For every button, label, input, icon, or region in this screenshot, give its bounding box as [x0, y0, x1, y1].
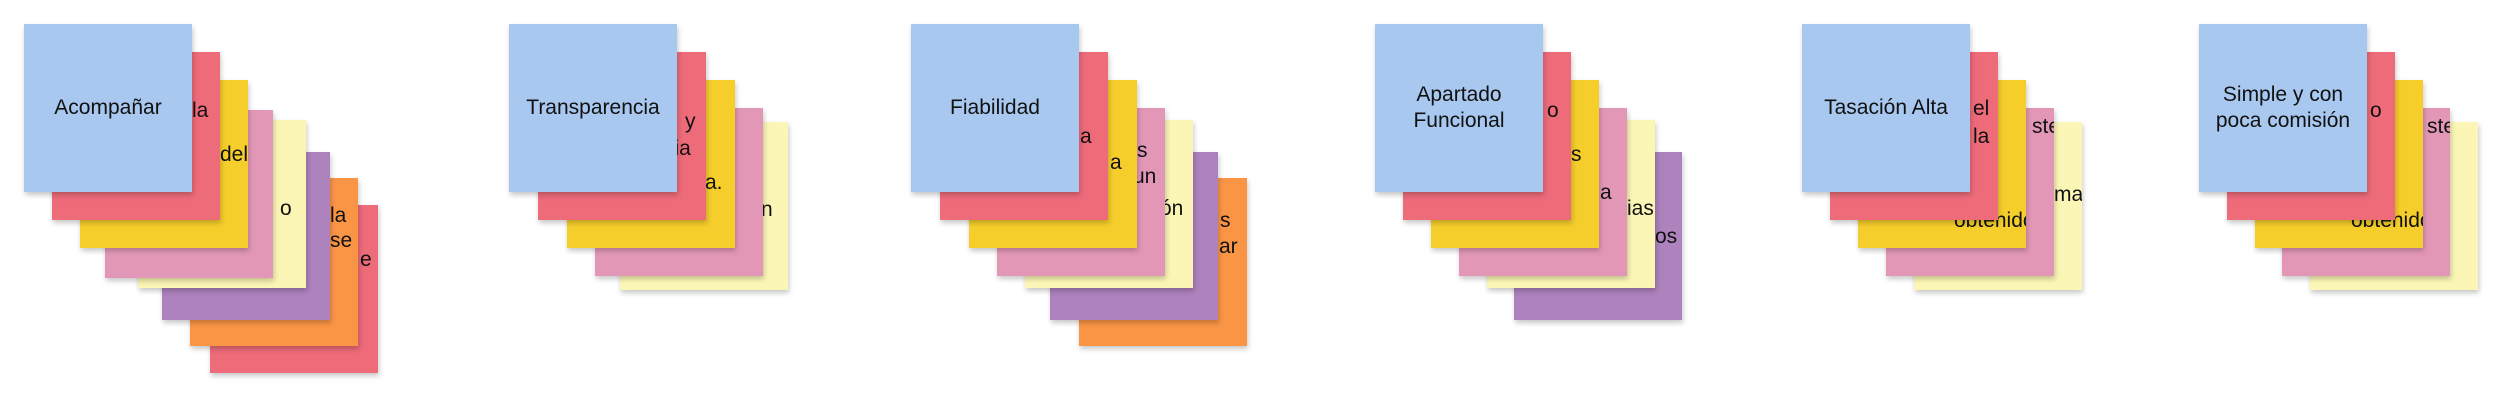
note-text-fragment: o [2370, 99, 2382, 122]
sticky-note-title[interactable]: Apartado Funcional [1375, 24, 1543, 192]
sticky-note-title[interactable]: Tasación Alta [1802, 24, 1970, 192]
sticky-note-title[interactable]: Simple y con poca comisión [2199, 24, 2367, 192]
note-cluster-acompanar: e la se o del la Acompañar [20, 0, 400, 400]
note-text-fragment: mas [2054, 183, 2082, 206]
note-text-fragment: ste [2427, 115, 2450, 138]
sticky-note-title[interactable]: Transparencia [509, 24, 677, 192]
note-cluster-transparencia: n a. y cia Transparencia [505, 0, 885, 400]
note-title: Fiabilidad [950, 96, 1040, 119]
note-text-fragment: el [1973, 97, 1990, 120]
note-text-fragment: o [1547, 99, 1559, 122]
note-title: Tasación Alta [1824, 96, 1948, 119]
note-text-fragment: ar [1219, 235, 1238, 258]
note-title: Apartado Funcional [1413, 83, 1505, 132]
note-text-fragment: os [1655, 225, 1678, 248]
note-title: Simple y con poca comisión [2215, 83, 2351, 132]
note-text-fragment: un [1133, 165, 1157, 188]
note-text-fragment: a [1080, 125, 1092, 148]
note-text-fragment: la [192, 99, 209, 122]
note-cluster-apartado-funcional: os ias a s o Apartado Funcional [1371, 0, 1751, 400]
note-text-fragment: a. [705, 171, 723, 194]
note-text-fragment: n [761, 198, 773, 221]
note-text-fragment: s [1571, 143, 1582, 166]
note-title: Acompañar [54, 96, 162, 119]
note-text-fragment: ste [2032, 115, 2054, 138]
sticky-note-title[interactable]: Acompañar [24, 24, 192, 192]
note-title: Transparencia [526, 96, 660, 119]
note-text-fragment: ón [1160, 197, 1184, 220]
note-text-fragment: la [1973, 125, 1990, 148]
note-text-fragment: y [685, 110, 696, 133]
note-cluster-fiabilidad: s ar ón s un a a Fiabilidad [907, 0, 1287, 400]
note-text-fragment: ias [1627, 197, 1654, 220]
note-text-fragment: a [1110, 151, 1122, 174]
note-text-fragment: a [1600, 181, 1612, 204]
note-text-fragment: del [220, 143, 248, 166]
note-text-fragment: s [1137, 139, 1148, 162]
note-text-fragment: o [280, 197, 292, 220]
note-text-fragment: se [330, 229, 353, 252]
sticky-note-title[interactable]: Fiabilidad [911, 24, 1079, 192]
note-text-fragment: la [330, 204, 347, 227]
note-text-fragment: e [360, 248, 372, 271]
note-text-fragment: s [1220, 209, 1231, 232]
